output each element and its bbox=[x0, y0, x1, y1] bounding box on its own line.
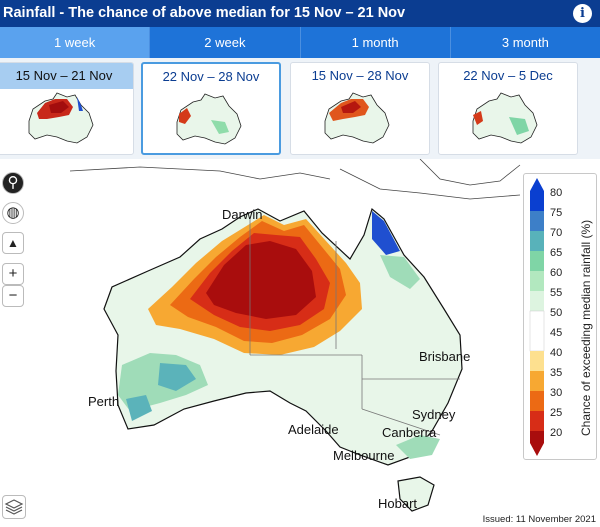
legend-tick: 20 bbox=[550, 427, 563, 439]
zoom-in-button[interactable]: + bbox=[2, 263, 24, 285]
issued-date: Issued: 11 November 2021 bbox=[482, 514, 596, 525]
thumbnail-map-icon bbox=[472, 92, 538, 144]
legend-tick: 80 bbox=[550, 187, 563, 199]
rainfall-map[interactable]: ⚲ ◍ ▲ + − Darwin Brisbane Perth Sydney A… bbox=[0, 159, 600, 527]
period-card-1[interactable]: 15 Nov – 21 Nov bbox=[0, 62, 134, 155]
legend-tick: 70 bbox=[550, 227, 563, 239]
legend-tick: 55 bbox=[550, 287, 563, 299]
page-title-bar: Rainfall - The chance of above median fo… bbox=[0, 0, 600, 27]
legend-tick: 35 bbox=[550, 367, 563, 379]
period-card-3[interactable]: 15 Nov – 28 Nov bbox=[290, 62, 430, 155]
period-card-4[interactable]: 22 Nov – 5 Dec bbox=[438, 62, 578, 155]
australia-map bbox=[69, 159, 521, 512]
legend-tick: 75 bbox=[550, 207, 563, 219]
globe-icon[interactable]: ◍ bbox=[2, 202, 24, 224]
period-card-label: 15 Nov – 21 Nov bbox=[0, 63, 133, 89]
city-brisbane: Brisbane bbox=[419, 349, 471, 364]
legend-tick: 65 bbox=[550, 247, 563, 259]
city-canberra: Canberra bbox=[382, 425, 437, 440]
city-darwin: Darwin bbox=[222, 207, 263, 222]
city-sydney: Sydney bbox=[412, 407, 456, 422]
legend-tick: 25 bbox=[550, 407, 563, 419]
legend-arrow-down-icon bbox=[530, 443, 544, 456]
period-card-2[interactable]: 22 Nov – 28 Nov bbox=[141, 62, 281, 155]
legend-title: Chance of exceeding median rainfall (%) bbox=[579, 219, 593, 436]
australia-icon[interactable]: ▲ bbox=[2, 232, 24, 254]
city-hobart: Hobart bbox=[378, 496, 418, 511]
thumbnail-map-icon bbox=[324, 92, 390, 144]
tab-1-month[interactable]: 1 month bbox=[301, 27, 451, 58]
period-card-label: 22 Nov – 28 Nov bbox=[162, 69, 260, 84]
period-card-label: 22 Nov – 5 Dec bbox=[463, 68, 553, 83]
tab-2-week[interactable]: 2 week bbox=[150, 27, 301, 58]
city-adelaide: Adelaide bbox=[288, 422, 339, 437]
period-cards: 15 Nov – 21 Nov 22 Nov – 28 Nov 15 Nov –… bbox=[0, 58, 600, 159]
rainfall-legend: 80 75 70 65 60 55 50 45 40 35 30 25 20 C… bbox=[523, 173, 597, 460]
legend-tick: 45 bbox=[550, 327, 563, 339]
thumbnail-map-icon bbox=[176, 93, 242, 145]
zoom-out-button[interactable]: − bbox=[2, 285, 24, 307]
search-icon[interactable]: ⚲ bbox=[2, 172, 24, 194]
legend-arrow-up-icon bbox=[530, 178, 544, 191]
city-melbourne: Melbourne bbox=[333, 448, 395, 463]
period-tabs: 1 week 2 week 1 month 3 month bbox=[0, 27, 600, 58]
info-icon[interactable]: i bbox=[573, 4, 592, 23]
tab-1-week[interactable]: 1 week bbox=[0, 27, 151, 58]
legend-tick: 40 bbox=[550, 347, 563, 359]
legend-tick: 60 bbox=[550, 267, 563, 279]
page-title: Rainfall - The chance of above median fo… bbox=[3, 5, 406, 21]
legend-color-bar bbox=[529, 178, 545, 456]
legend-tick: 30 bbox=[550, 387, 563, 399]
layers-icon[interactable] bbox=[2, 495, 26, 519]
period-card-label: 15 Nov – 28 Nov bbox=[311, 68, 409, 83]
city-perth: Perth bbox=[88, 394, 120, 409]
thumbnail-map-icon bbox=[28, 92, 94, 144]
tab-3-month[interactable]: 3 month bbox=[501, 35, 549, 50]
legend-tick: 50 bbox=[550, 307, 563, 319]
